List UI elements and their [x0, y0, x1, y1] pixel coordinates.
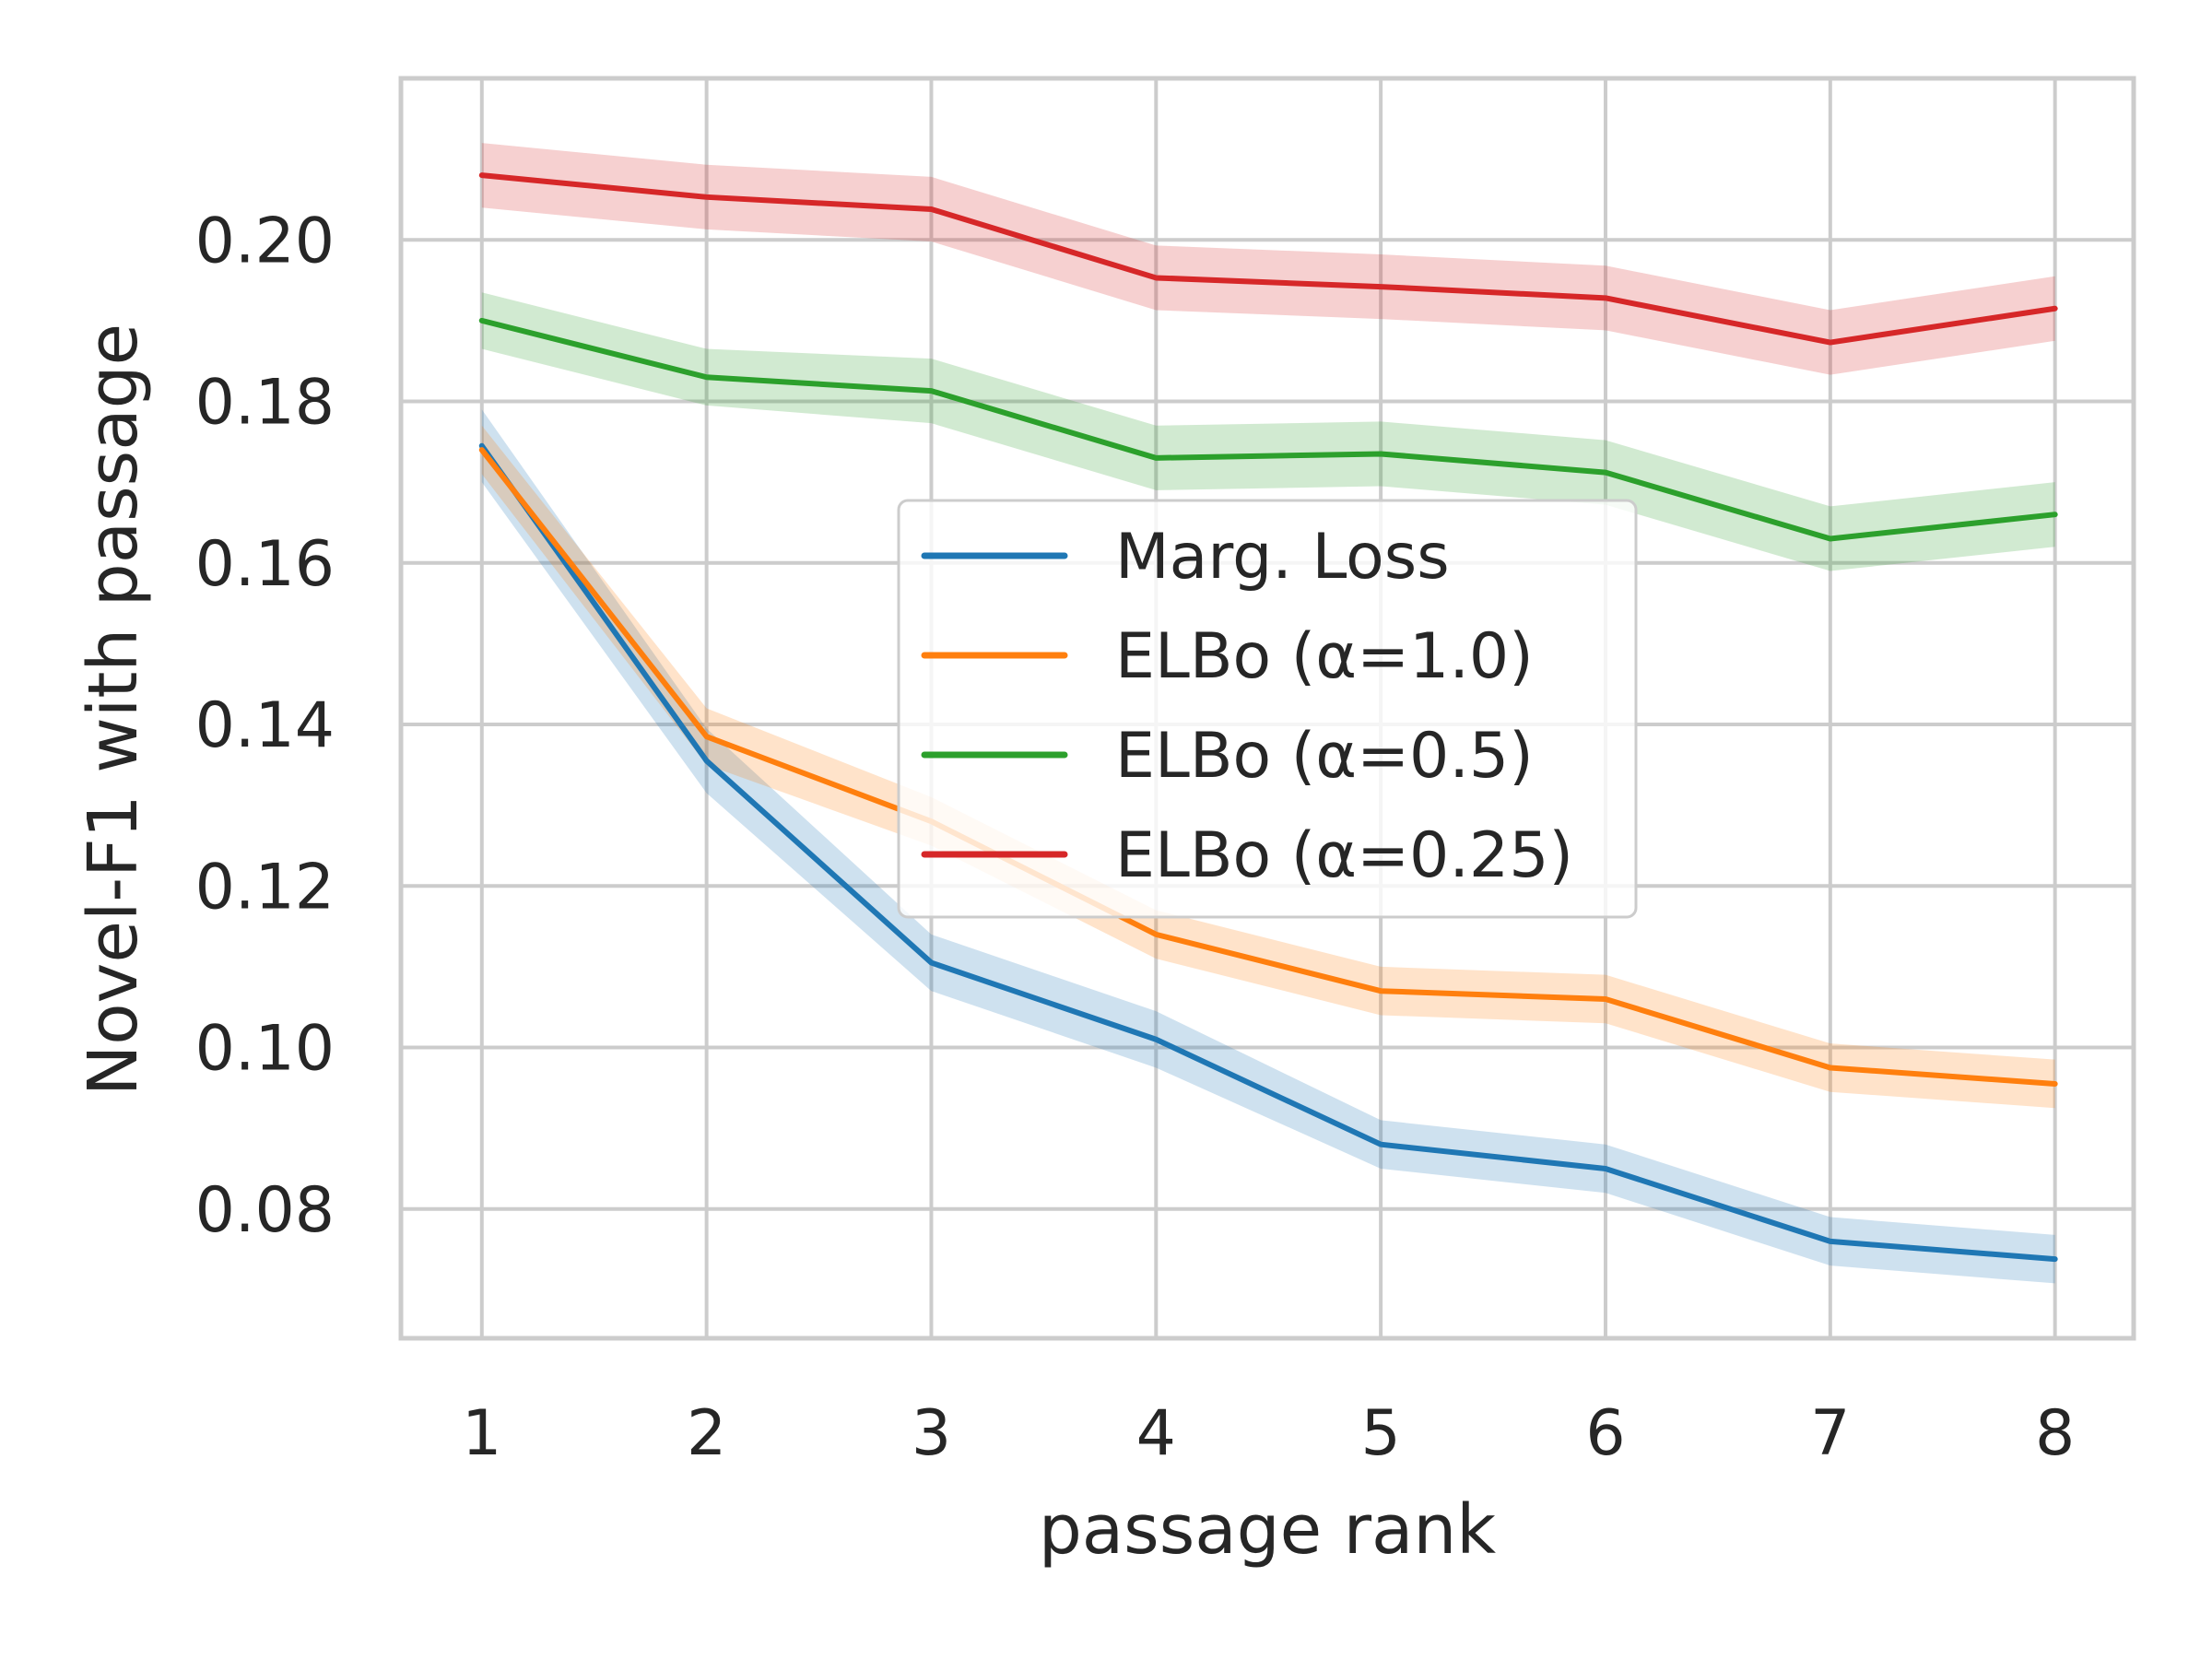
x-tick-label: 7 [1810, 1397, 1850, 1470]
x-tick-label: 6 [1585, 1397, 1625, 1470]
y-tick-label: 0.14 [195, 689, 335, 762]
legend: Marg. Loss ELBo (α=1.0) ELBo (α=0.5) ELBo (… [897, 499, 1638, 919]
x-tick-label: 3 [912, 1397, 951, 1470]
y-tick-label: 0.18 [195, 367, 335, 440]
y-axis-ticks: 0.08 0.10 0.12 0.14 0.16 0.18 0.20 [195, 205, 335, 1247]
confidence-band [481, 143, 2055, 375]
legend-label: ELBo (α=1.0) [1115, 620, 1534, 693]
series-line [478, 172, 2058, 346]
y-tick-label: 0.20 [195, 205, 335, 277]
x-tick-label: 4 [1136, 1397, 1176, 1470]
y-axis-label: Novel-F1 with passage [74, 324, 153, 1096]
plot-frame [398, 76, 2136, 1341]
x-axis-label: passage rank [1039, 1490, 1496, 1570]
x-axis-ticks: 1 2 3 4 5 6 7 8 [462, 1397, 2075, 1470]
x-tick-label: 1 [462, 1397, 501, 1470]
legend-box [897, 499, 1638, 919]
confidence-band [481, 409, 2055, 1284]
series-lines [478, 172, 2058, 1263]
legend-label: Marg. Loss [1115, 521, 1450, 594]
confidence-band [481, 425, 2055, 1109]
confidence-bands [481, 143, 2055, 1284]
x-tick-label: 2 [687, 1397, 726, 1470]
x-tick-label: 5 [1361, 1397, 1401, 1470]
series-line [478, 442, 2058, 1263]
y-tick-label: 0.16 [195, 528, 335, 601]
series-line [478, 447, 2058, 1087]
series-line [478, 317, 2058, 542]
legend-label: ELBo (α=0.25) [1115, 819, 1573, 892]
legend-label: ELBo (α=0.5) [1115, 720, 1534, 793]
confidence-band [481, 292, 2055, 571]
y-tick-label: 0.12 [195, 851, 335, 924]
y-tick-label: 0.10 [195, 1013, 335, 1086]
y-tick-label: 0.08 [195, 1174, 335, 1247]
x-tick-label: 8 [2035, 1397, 2075, 1470]
